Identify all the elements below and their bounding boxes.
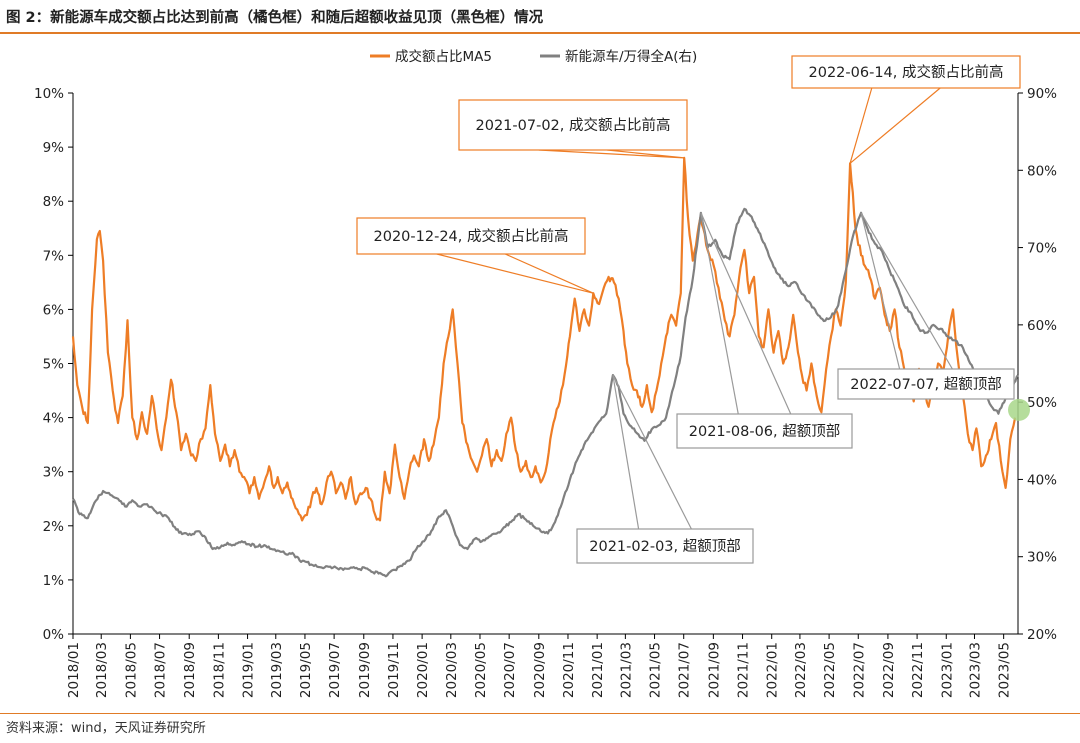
x-tick-label: 2019/11 <box>386 642 402 698</box>
x-tick-label: 2019/01 <box>241 642 257 698</box>
x-tick-label: 2020/01 <box>415 642 431 698</box>
x-tick-label: 2022/05 <box>822 642 838 698</box>
right-tick-label: 80% <box>1027 163 1057 179</box>
source-note: 资料来源：wind，天风证券研究所 <box>6 721 206 736</box>
series-lines <box>71 156 1030 578</box>
x-tick-label: 2018/07 <box>153 642 169 698</box>
annotation-box <box>676 413 853 449</box>
left-tick-label: 6% <box>43 302 65 318</box>
annotation-leader <box>436 253 594 294</box>
x-tick-label: 2021/01 <box>590 642 606 698</box>
left-tick-label: 2% <box>43 519 65 535</box>
right-tick-label: 20% <box>1027 627 1057 643</box>
x-tick-label: 2022/11 <box>910 642 926 698</box>
annotation-box <box>837 368 1015 400</box>
x-tick-label: 2020/07 <box>502 642 518 698</box>
source-rule <box>0 713 1080 714</box>
x-tick-label: 2021/07 <box>677 642 693 698</box>
x-tick-label: 2022/07 <box>851 642 867 698</box>
annotation-leader <box>612 374 692 530</box>
legend-label-nev: 新能源车/万得全A(右) <box>565 48 697 65</box>
annotations: 2020-12-24, 成交额占比前高 2021-07-02, 成交额占比前高 20… <box>356 55 1021 564</box>
annotation-label: 2021-07-02, 成交额占比前高 <box>476 116 671 134</box>
x-tick-label: 2019/09 <box>357 642 373 698</box>
left-tick-label: 8% <box>43 194 65 210</box>
left-tick-label: 4% <box>43 411 65 427</box>
x-tick-label: 2023/03 <box>967 642 983 698</box>
annotation-label: 2020-12-24, 成交额占比前高 <box>374 227 569 245</box>
figure-title: 图 2：新能源车成交额占比达到前高（橘色框）和随后超额收益见顶（黑色框）情况 <box>6 10 544 26</box>
x-tick-label: 2020/05 <box>473 642 489 698</box>
x-tick-label: 2019/07 <box>327 642 343 698</box>
x-tick-label: 2019/03 <box>269 642 285 698</box>
legend: 成交额占比MA5 新能源车/万得全A(右) <box>370 48 697 65</box>
right-tick-label: 30% <box>1027 550 1057 566</box>
annotation-label: 2022-06-14, 成交额占比前高 <box>809 63 1004 81</box>
chart: 0% 1% 2% 3% 4% 5% 6% 7% 8% 9% 10% 20% 30% 40% 50% 60% 70… <box>34 48 1057 698</box>
x-tick-label: 2018/03 <box>94 642 110 698</box>
annotation-label: 2022-07-07, 超额顶部 <box>850 376 1002 393</box>
x-tick-label: 2021/11 <box>736 642 752 698</box>
left-tick-label: 3% <box>43 465 65 481</box>
x-tick-label: 2019/05 <box>298 642 314 698</box>
series-turnover-share-line <box>71 156 1017 522</box>
legend-label-turnover: 成交额占比MA5 <box>395 48 492 65</box>
annotation-leader <box>860 212 953 370</box>
x-tick-label: 2021/05 <box>648 642 664 698</box>
x-tick-label: 2021/09 <box>706 642 722 698</box>
left-tick-label: 10% <box>34 86 64 102</box>
annotation-box <box>356 217 586 255</box>
highlight-dot <box>1008 398 1030 421</box>
left-tick-label: 1% <box>43 573 65 589</box>
x-tick-label: 2021/03 <box>618 642 634 698</box>
x-tick-label: 2022/01 <box>765 642 781 698</box>
annotation-label: 2021-08-06, 超额顶部 <box>689 423 841 440</box>
x-tick-label: 2022/09 <box>881 642 897 698</box>
right-tick-label: 70% <box>1027 241 1057 257</box>
title-rule <box>0 32 1080 34</box>
annotation-label: 2021-02-03, 超额顶部 <box>589 538 741 555</box>
x-tick-label: 2020/03 <box>444 642 460 698</box>
x-tick-label: 2018/05 <box>123 642 139 698</box>
annotation-leader <box>538 149 685 159</box>
left-tick-label: 7% <box>43 248 65 264</box>
right-tick-label: 40% <box>1027 472 1057 488</box>
left-tick-label: 9% <box>43 140 65 156</box>
x-tick-label: 2020/11 <box>561 642 577 698</box>
annotation-box <box>791 55 1021 89</box>
x-tick-label: 2018/11 <box>211 642 227 698</box>
series-nev-relative-line <box>72 207 1019 578</box>
right-tick-label: 50% <box>1027 395 1057 411</box>
right-tick-label: 60% <box>1027 318 1057 334</box>
x-tick-label: 2020/09 <box>532 642 548 698</box>
left-tick-label: 0% <box>43 627 65 643</box>
annotation-leader <box>848 87 941 166</box>
annotation-box <box>458 99 688 151</box>
right-tick-label: 90% <box>1027 86 1057 102</box>
annotation-box <box>576 528 754 564</box>
axes: 0% 1% 2% 3% 4% 5% 6% 7% 8% 9% 10% 20% 30% 40% 50% 60% 70… <box>34 86 1057 698</box>
left-tick-label: 5% <box>43 357 65 373</box>
x-tick-label: 2023/05 <box>997 642 1013 698</box>
x-tick-label: 2023/01 <box>939 642 955 698</box>
x-tick-label: 2022/03 <box>793 642 809 698</box>
x-tick-label: 2018/01 <box>66 642 82 698</box>
annotation-leader <box>700 212 792 415</box>
x-tick-label: 2018/09 <box>182 642 198 698</box>
